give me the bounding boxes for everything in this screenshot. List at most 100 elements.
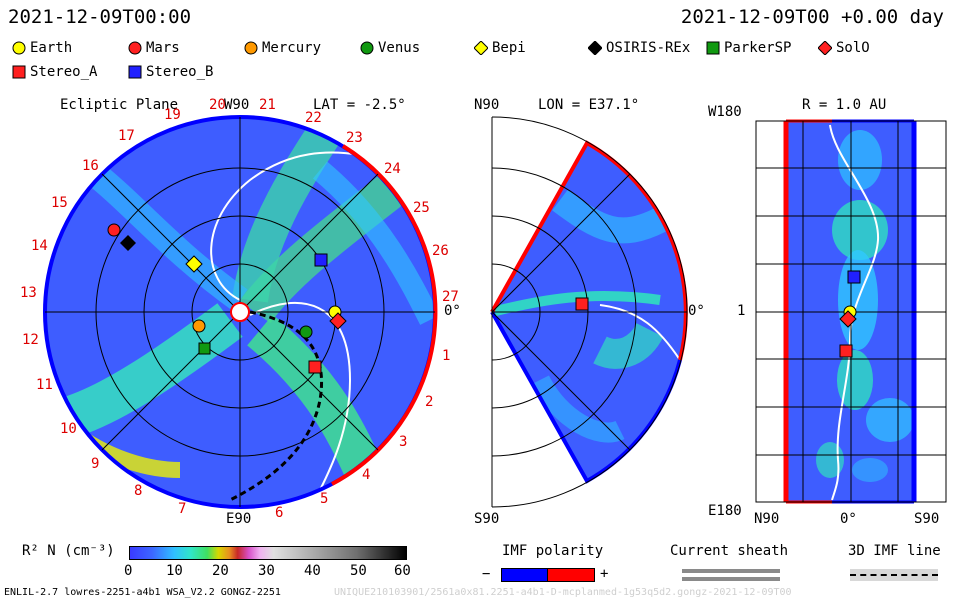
- ecliptic-top-label: W90: [224, 97, 250, 113]
- ecliptic-title: Ecliptic Plane: [60, 97, 179, 113]
- sector-number: 22: [305, 110, 322, 126]
- colorbar-tick: 50: [350, 563, 367, 579]
- meridional-bottom-label: S90: [474, 511, 500, 527]
- legend-mercury: Mercury: [244, 40, 321, 56]
- colorbar-tick: 30: [258, 563, 275, 579]
- sector-number: 11: [36, 377, 53, 393]
- sector-number: 24: [384, 161, 401, 177]
- datetime-left: 2021-12-09T00:00: [8, 6, 192, 28]
- sector-number: 9: [91, 456, 100, 472]
- mercury-marker: [192, 319, 206, 333]
- datetime-right: 2021-12-09T00 +0.00 day: [680, 6, 944, 28]
- legend-osiris-rex: OSIRIS-REx: [588, 40, 690, 56]
- square-icon: [12, 65, 26, 79]
- sector-number: 10: [60, 421, 77, 437]
- ecliptic-lat: LAT = -2.5°: [313, 97, 406, 113]
- meridional-top-label: N90: [474, 97, 500, 113]
- stereo-a-marker: [308, 360, 322, 374]
- sector-number: 6: [275, 505, 284, 521]
- map-left-mid: 1: [737, 303, 746, 319]
- sector-number: 5: [320, 491, 329, 507]
- imf-polarity-plus: +: [600, 566, 609, 582]
- legend-label: OSIRIS-REx: [606, 40, 691, 56]
- map-bottom-n: N90: [754, 511, 780, 527]
- sector-number: 13: [20, 285, 37, 301]
- sector-number: 4: [362, 467, 371, 483]
- current-sheath-title: Current sheath: [670, 543, 789, 559]
- legend-label: Stereo_B: [146, 64, 214, 80]
- legend-stereo-a: Stereo_A: [12, 64, 97, 80]
- diamond-icon: [474, 41, 488, 55]
- bepi-marker: [185, 255, 203, 273]
- stereo-b-map-marker: [847, 270, 861, 284]
- footer-right: UNIQUE210103901/2561a0x81.2251-a4b1-D-mc…: [334, 587, 792, 598]
- circle-icon: [128, 41, 142, 55]
- sector-number: 25: [413, 200, 430, 216]
- sector-number: 14: [31, 238, 48, 254]
- square-icon: [706, 41, 720, 55]
- legend-earth: Earth: [12, 40, 72, 56]
- imf-polarity-minus: −: [482, 566, 491, 582]
- mars-marker: [107, 223, 121, 237]
- meridional-lon: LON = E37.1°: [538, 97, 640, 113]
- map-title: R = 1.0 AU: [802, 97, 887, 113]
- legend-label: Stereo_A: [30, 64, 98, 80]
- sector-number: 20: [209, 97, 226, 113]
- circle-icon: [12, 41, 26, 55]
- imf-line-sample: [850, 569, 938, 581]
- solo-map-marker: [839, 310, 857, 328]
- sector-number: 16: [82, 158, 99, 174]
- sector-number: 2: [425, 394, 434, 410]
- sector-number: 21: [259, 97, 276, 113]
- circle-icon: [360, 41, 374, 55]
- imf-negative-swatch: [501, 568, 549, 582]
- colorbar-tick: 20: [212, 563, 229, 579]
- legend-stereo-b: Stereo_B: [128, 64, 213, 80]
- diamond-icon: [588, 41, 602, 55]
- sector-number: 19: [164, 107, 181, 123]
- current-sheath-line-2: [682, 577, 780, 581]
- venus-marker: [299, 325, 313, 339]
- sector-number: 17: [118, 128, 135, 144]
- sector-number: 12: [22, 332, 39, 348]
- sector-number: 23: [346, 130, 363, 146]
- sector-number: 8: [134, 483, 143, 499]
- parkersp-marker: [198, 342, 211, 355]
- diamond-icon: [818, 41, 832, 55]
- colorbar-tick: 60: [394, 563, 411, 579]
- colorbar-tick: 40: [304, 563, 321, 579]
- stereo-b-marker: [314, 253, 328, 267]
- legend-label: Bepi: [492, 40, 526, 56]
- imf-positive-swatch: [547, 568, 595, 582]
- imf-line-title: 3D IMF line: [848, 543, 941, 559]
- legend-mars: Mars: [128, 40, 180, 56]
- legend-label: SolO: [836, 40, 870, 56]
- colorbar-tick: 10: [166, 563, 183, 579]
- sector-number: 27: [442, 289, 459, 305]
- stereo-a-meridional-marker: [575, 297, 589, 311]
- colorbar-label: R² N (cm⁻³): [22, 543, 115, 559]
- solo-marker: [329, 312, 347, 330]
- map-top-left: W180: [708, 104, 742, 120]
- colorbar-tick: 0: [124, 563, 133, 579]
- stereo-a-map-marker: [839, 344, 853, 358]
- legend-label: Venus: [378, 40, 421, 56]
- ecliptic-bottom-label: E90: [226, 511, 252, 527]
- map-bottom-left: E180: [708, 503, 742, 519]
- sector-number: 7: [178, 501, 187, 517]
- legend-label: ParkerSP: [724, 40, 792, 56]
- legend-label: Mars: [146, 40, 180, 56]
- legend-label: Mercury: [262, 40, 322, 56]
- imf-polarity-title: IMF polarity: [502, 543, 604, 559]
- meridional-right-label: 0°: [688, 303, 705, 319]
- sector-number: 26: [432, 243, 449, 259]
- footer-left: ENLIL-2.7 lowres-2251-a4b1 WSA_V2.2 GONG…: [4, 587, 281, 598]
- legend-bepi: Bepi: [474, 40, 526, 56]
- sector-number: 1: [442, 348, 451, 364]
- legend-venus: Venus: [360, 40, 420, 56]
- osiris-rex-marker: [120, 235, 136, 251]
- current-sheath-line-1: [682, 569, 780, 573]
